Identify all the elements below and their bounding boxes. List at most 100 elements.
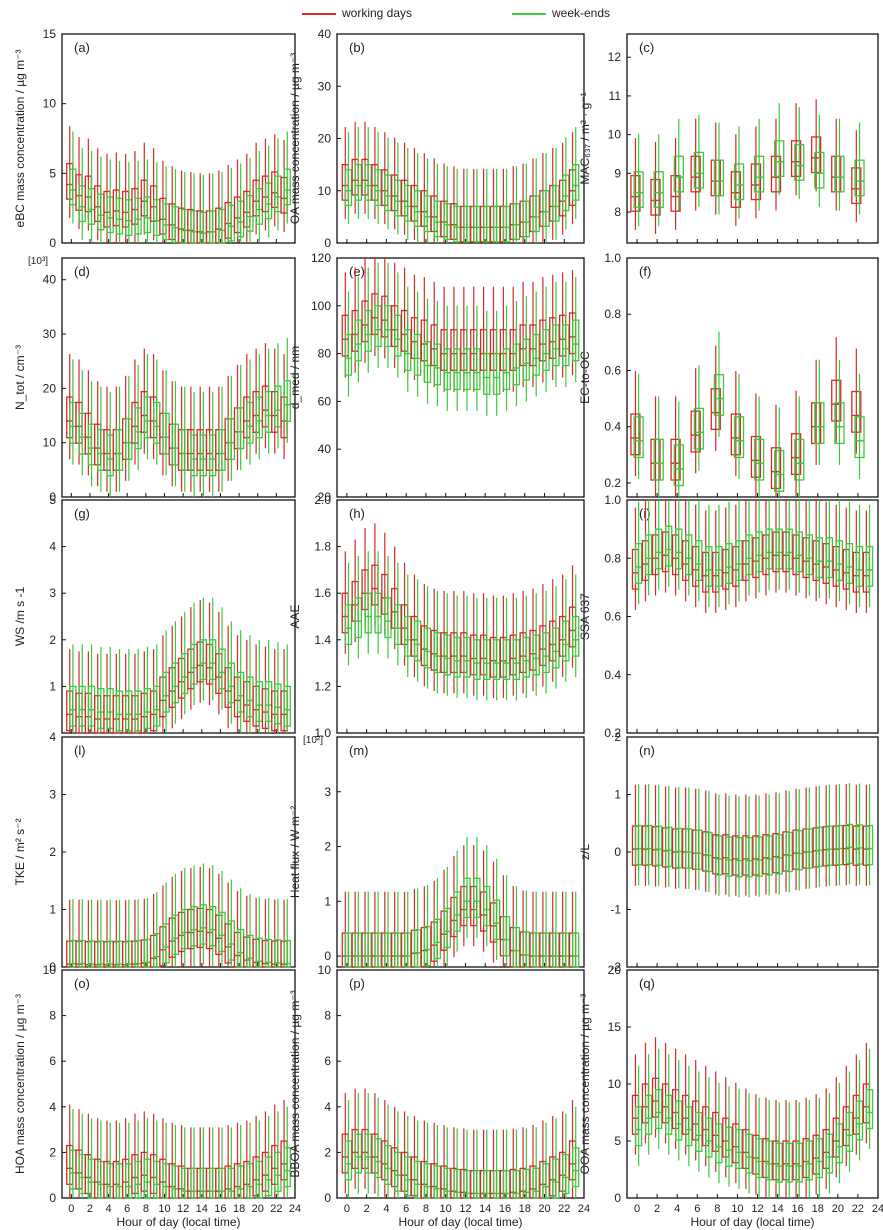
working-days-box <box>710 388 721 431</box>
x-tick-label: 18 <box>812 1203 824 1215</box>
panel-label: (g) <box>74 506 90 521</box>
x-tick-label: 24 <box>578 1203 590 1215</box>
week-ends-box <box>735 1128 743 1170</box>
week-ends-box <box>865 824 874 866</box>
week-ends-box <box>572 1147 580 1188</box>
y-tick-label: 1.0 <box>604 493 621 507</box>
y-tick-label: 2.0 <box>314 493 331 507</box>
week-ends-box <box>655 825 663 866</box>
y-tick-label: 0.6 <box>604 610 621 624</box>
week-ends-box <box>354 932 363 968</box>
week-ends-box <box>443 203 451 240</box>
y-tick-label: 30 <box>43 327 57 341</box>
week-ends-box <box>394 179 402 217</box>
x-tick-label: 2 <box>87 1203 93 1215</box>
y-tick-label: 40 <box>43 273 57 287</box>
week-ends-box <box>404 329 412 371</box>
x-axis-label: Hour of day (local time) <box>398 1215 522 1229</box>
y-tick-label: 20 <box>608 963 622 977</box>
week-ends-box <box>344 1140 353 1181</box>
y-tick-label: 11 <box>609 89 622 103</box>
week-ends-box <box>835 540 844 582</box>
y-multiplier: [10²] <box>303 735 323 746</box>
panel-label: (o) <box>74 976 90 991</box>
week-ends-box <box>845 543 854 584</box>
y-tick-label: 3 <box>324 785 331 799</box>
x-tick-label: 2 <box>654 1203 660 1215</box>
panel-label: (m) <box>349 743 369 758</box>
panel-frame <box>61 257 296 498</box>
week-ends-box <box>633 171 644 208</box>
week-ends-box <box>423 1163 432 1199</box>
y-tick-label: 2 <box>49 1145 56 1159</box>
week-ends-box <box>473 1169 481 1199</box>
x-tick-label: 18 <box>519 1203 531 1215</box>
y-tick-label: 5 <box>614 1134 621 1148</box>
week-ends-box <box>493 352 501 395</box>
week-ends-box <box>394 1151 402 1192</box>
working-days-box <box>690 410 701 453</box>
y-tick-label: 2 <box>324 840 331 854</box>
y-tick-label: 40 <box>318 27 332 41</box>
y-tick-label: 10 <box>43 436 57 450</box>
week-ends-box <box>443 1167 451 1199</box>
week-ends-box <box>364 163 372 201</box>
week-ends-box <box>483 1169 491 1199</box>
x-tick-label: 16 <box>214 1203 226 1215</box>
week-ends-box <box>473 348 481 391</box>
y-tick-label: 40 <box>318 442 332 456</box>
panel-frame <box>626 33 879 244</box>
x-axis-label: Hour of day (local time) <box>116 1215 240 1229</box>
working-days-box <box>851 167 862 205</box>
week-ends-box <box>283 1147 291 1188</box>
working-days-box <box>670 175 681 212</box>
week-ends-box <box>522 931 530 968</box>
week-ends-box <box>502 348 511 391</box>
x-tick-label: 2 <box>364 1203 370 1215</box>
week-ends-box <box>855 824 864 865</box>
week-ends-box <box>755 1138 763 1179</box>
week-ends-box <box>634 543 643 584</box>
week-ends-box <box>522 1168 530 1199</box>
week-ends-box <box>374 932 382 968</box>
week-ends-box <box>512 926 521 968</box>
week-ends-box <box>685 534 693 576</box>
working-days-box <box>770 155 782 193</box>
week-ends-box <box>384 174 392 212</box>
x-tick-label: 8 <box>423 1203 429 1215</box>
week-ends-box <box>755 531 763 573</box>
week-ends-box <box>865 1089 874 1130</box>
week-ends-box <box>695 540 703 582</box>
week-ends-box <box>404 184 412 222</box>
week-ends-box <box>483 639 491 681</box>
y-tick-label: 0 <box>49 1191 56 1205</box>
week-ends-box <box>463 1169 471 1199</box>
week-ends-box <box>453 1168 461 1199</box>
x-tick-label: 0 <box>634 1203 640 1215</box>
y-tick-label: 6 <box>324 1054 331 1068</box>
y-tick-label: 2 <box>324 1145 331 1159</box>
y-axis-label: AAE <box>288 604 302 628</box>
panel-c: 8 9 10 11 12 (c) MAC₆₃₇ / m² · g⁻¹ <box>578 33 879 244</box>
week-ends-box <box>815 826 824 868</box>
y-tick-label: 1 <box>324 894 331 908</box>
y-tick-label: 1.2 <box>314 679 331 693</box>
week-ends-box <box>814 151 825 189</box>
week-ends-box <box>344 604 353 646</box>
y-tick-label: 10 <box>608 128 622 142</box>
week-ends-box <box>354 597 363 639</box>
working-days-box <box>730 413 741 456</box>
panel-label: (e) <box>349 264 365 279</box>
week-ends-box <box>384 932 392 968</box>
week-ends-box <box>374 1138 382 1179</box>
week-ends-box <box>572 319 580 362</box>
week-ends-box <box>502 205 511 243</box>
week-ends-box <box>443 907 451 949</box>
week-ends-box <box>655 1089 663 1130</box>
y-axis-label: OA mass concentration / µg m⁻³ <box>288 53 302 224</box>
x-tick-label: 0 <box>344 1203 350 1215</box>
panel-l: 0 1 2 3 4 (l) TKE / m² s⁻² <box>13 730 296 974</box>
week-ends-box <box>394 932 402 968</box>
y-tick-label: 1.6 <box>314 586 331 600</box>
x-tick-label: 4 <box>106 1203 112 1215</box>
